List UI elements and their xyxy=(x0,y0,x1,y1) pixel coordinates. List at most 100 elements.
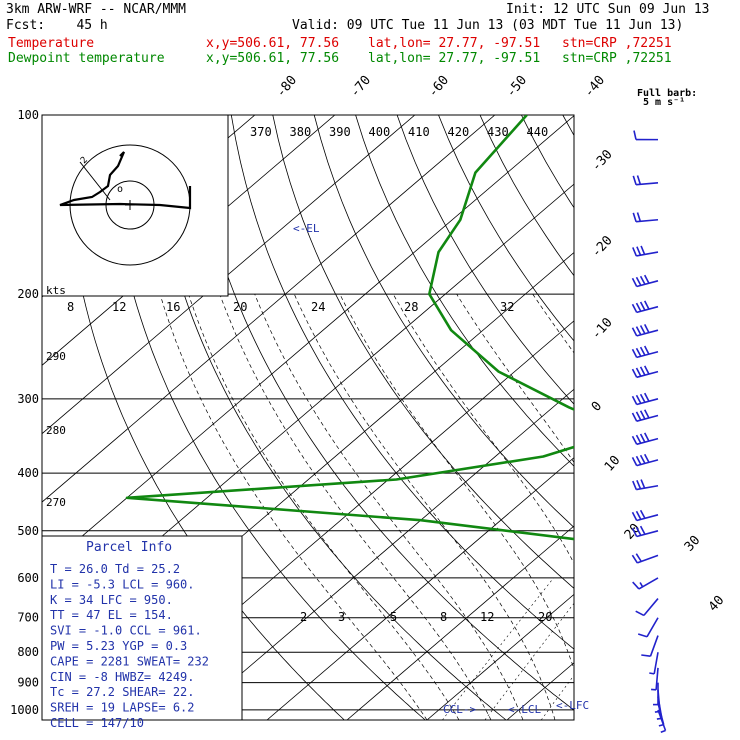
theta-e-label: 24 xyxy=(311,300,325,314)
moist-adiabat-line xyxy=(532,293,574,354)
parcel-info-row: CELL = 147/10 xyxy=(50,716,144,730)
dewpoint-latlon: lat,lon= 27.77, -97.51 xyxy=(368,51,541,66)
wind-barb-flag xyxy=(635,510,642,520)
dry-adiabat-line xyxy=(479,115,574,277)
wind-barb-half-flag xyxy=(654,710,660,713)
wind-barb-flag xyxy=(632,247,638,257)
temperature-point xyxy=(674,114,676,116)
wind-barb-half-flag xyxy=(658,723,664,727)
wind-barb xyxy=(632,212,659,223)
dewpoint-point xyxy=(648,617,650,619)
moist-adiabat-line xyxy=(727,294,740,720)
theta-e-label: 16 xyxy=(166,300,180,314)
moist-adiabat-line xyxy=(254,293,524,720)
dewpoint-point xyxy=(704,682,706,684)
wind-barb-flag xyxy=(643,324,650,333)
mixing-ratio-label: 12 xyxy=(480,610,494,624)
parcel-info-row: K = 34 LFC = 950. xyxy=(50,593,173,607)
isotherm-label: -10 xyxy=(589,315,616,342)
wind-barb-flag xyxy=(643,345,650,355)
isotherm-line xyxy=(506,662,574,720)
dry-adiabat-side-label: 280 xyxy=(46,424,66,437)
dry-adiabat-side-label: 270 xyxy=(46,496,66,509)
wind-barb-flag xyxy=(635,411,642,421)
mixing-ratio-label: 8 xyxy=(440,610,447,624)
wind-barb xyxy=(631,453,659,467)
dry-adiabat-line xyxy=(396,115,574,405)
wind-barb-flag xyxy=(635,347,642,357)
dewpoint-point xyxy=(624,430,626,432)
dewpoint-xy: x,y=506.61, 77.56 xyxy=(206,51,340,66)
temperature-point xyxy=(687,555,689,557)
theta-label: 390 xyxy=(329,125,351,139)
parcel-info-row: SVI = -1.0 CCL = 961. xyxy=(50,624,202,638)
temperature-point xyxy=(689,577,691,579)
wind-barb-flag xyxy=(639,433,646,443)
wind-barb-flag xyxy=(631,303,638,313)
wind-barb-flag xyxy=(632,581,640,590)
lfc-marker-label: <-LFC xyxy=(556,699,589,712)
mixing-ratio-line xyxy=(442,577,554,720)
isotherm-label: -60 xyxy=(426,73,453,101)
wind-barb xyxy=(653,682,659,706)
theta-e-label: 32 xyxy=(500,300,514,314)
wind-barb-flag xyxy=(640,245,646,255)
wind-barb xyxy=(635,598,659,617)
wind-barb-flag xyxy=(635,394,642,404)
wind-barb-staff xyxy=(646,617,659,638)
wind-barb-flag xyxy=(632,212,637,222)
theta-label: 370 xyxy=(250,125,272,139)
isotherm-line xyxy=(186,388,574,720)
pressure-tick-label: 600 xyxy=(17,571,39,585)
dewpoint-point xyxy=(666,598,668,600)
pressure-tick-label: 800 xyxy=(17,645,39,659)
isotherm-line xyxy=(346,525,574,720)
barb-legend-title: Full barb: xyxy=(637,88,697,99)
parcel-info-row: T = 26.0 Td = 25.2 xyxy=(50,562,180,576)
dewpoint-point xyxy=(692,667,694,669)
wind-barb-flag xyxy=(635,302,642,312)
wind-barb-flag xyxy=(639,393,646,403)
dewpoint-point xyxy=(526,115,528,116)
isotherm-line xyxy=(667,115,740,720)
wind-barb-half-flag xyxy=(660,729,666,734)
pressure-tick-label: 100 xyxy=(17,108,39,122)
pressure-tick-label: 300 xyxy=(17,392,39,406)
wind-barb-flag xyxy=(639,366,646,376)
theta-e-label: 20 xyxy=(233,300,247,314)
wind-barb-flag xyxy=(635,553,642,562)
dry-adiabat-line xyxy=(687,115,740,720)
parcel-info-row: PW = 5.23 YGP = 0.3 xyxy=(50,639,187,653)
wind-barb-flag xyxy=(635,610,645,617)
temperature-point xyxy=(693,598,695,600)
dewpoint-point xyxy=(588,540,590,542)
dewpoint-point xyxy=(497,370,500,373)
dry-adiabat-line xyxy=(106,115,426,720)
isotherm-line xyxy=(42,115,574,571)
temperature-point xyxy=(718,651,720,653)
wind-barb xyxy=(651,667,659,691)
hodograph-units-label: kts xyxy=(46,284,66,297)
isotherm-line xyxy=(266,457,574,720)
theta-label: 400 xyxy=(369,125,391,139)
wind-barb-flag xyxy=(643,453,650,463)
temperature-point xyxy=(623,172,625,174)
wind-barb-flag xyxy=(635,326,642,336)
ccl-marker-label: CCL-> xyxy=(443,703,476,716)
temperature-point xyxy=(726,703,728,705)
dewpoint-point xyxy=(428,293,431,295)
wind-barb xyxy=(631,324,659,337)
wind-barb xyxy=(631,392,659,406)
theta-label: 430 xyxy=(487,125,509,139)
wind-barb-flag xyxy=(631,277,638,287)
isotherm-label: -30 xyxy=(589,147,616,174)
wind-barb xyxy=(631,274,659,288)
wind-barb-flag xyxy=(631,368,638,378)
temperature-point xyxy=(683,472,685,474)
isotherm-line xyxy=(587,115,740,720)
forecast-hour: Fcst: 45 h xyxy=(6,18,108,33)
wind-barb xyxy=(641,635,659,657)
barb-legend-value: 5 m s⁻¹ xyxy=(643,97,685,108)
wind-barb-half-flag xyxy=(649,672,655,675)
wind-barb-flag xyxy=(635,455,642,465)
